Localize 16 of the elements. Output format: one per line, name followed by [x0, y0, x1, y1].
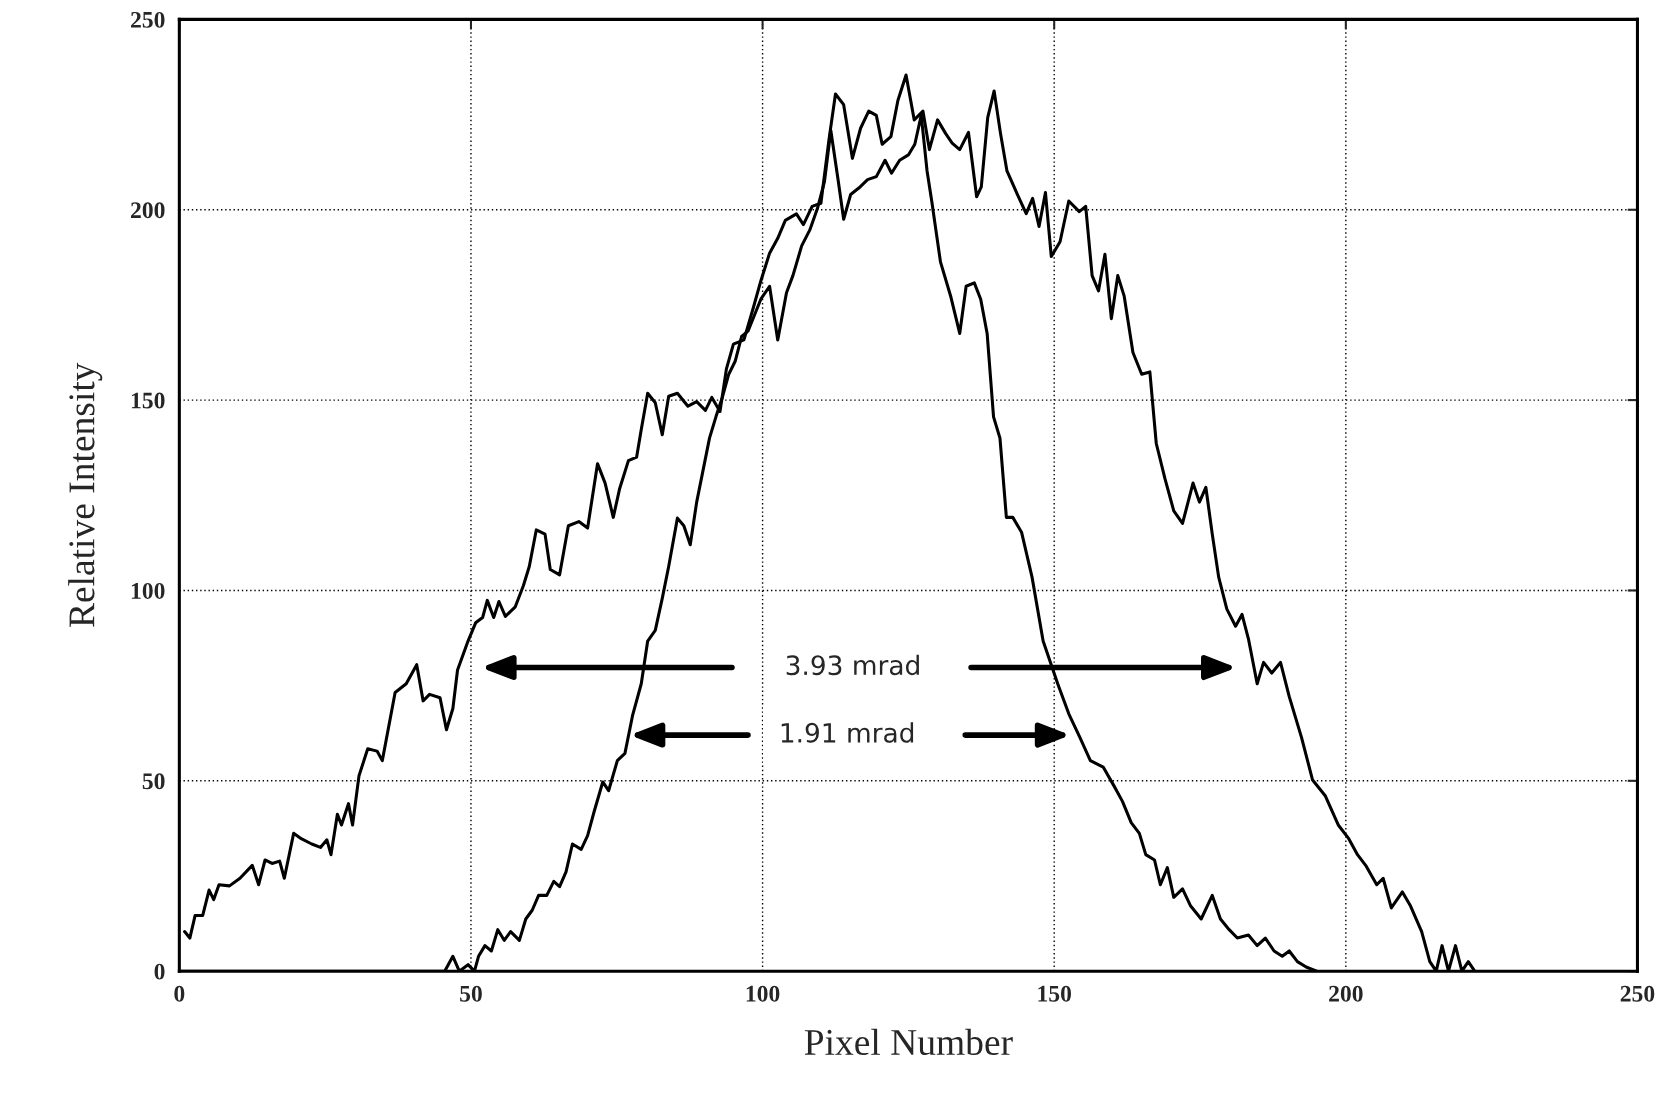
y-tick-label: 250 — [131, 11, 165, 28]
x-axis-title: Pixel Number — [804, 1028, 1013, 1056]
y-tick-label: 100 — [131, 582, 165, 599]
x-tick-label: 0 — [174, 985, 185, 1002]
x-tick-label: 150 — [1038, 985, 1072, 1002]
x-tick-label: 200 — [1329, 985, 1363, 1002]
y-axis-title: Relative Intensity — [68, 362, 103, 627]
x-tick-label: 100 — [746, 985, 780, 1002]
y-tick-label: 200 — [131, 202, 165, 219]
x-tick-label: 250 — [1620, 985, 1655, 1002]
y-tick-label: 150 — [131, 392, 165, 409]
x-tick-label: 50 — [460, 985, 482, 1002]
y-tick-label: 50 — [142, 773, 165, 790]
annotation: 3.93 mrad — [786, 654, 919, 676]
y-tick-label: 0 — [154, 963, 165, 980]
annotation: 1.91 mrad — [781, 722, 914, 743]
